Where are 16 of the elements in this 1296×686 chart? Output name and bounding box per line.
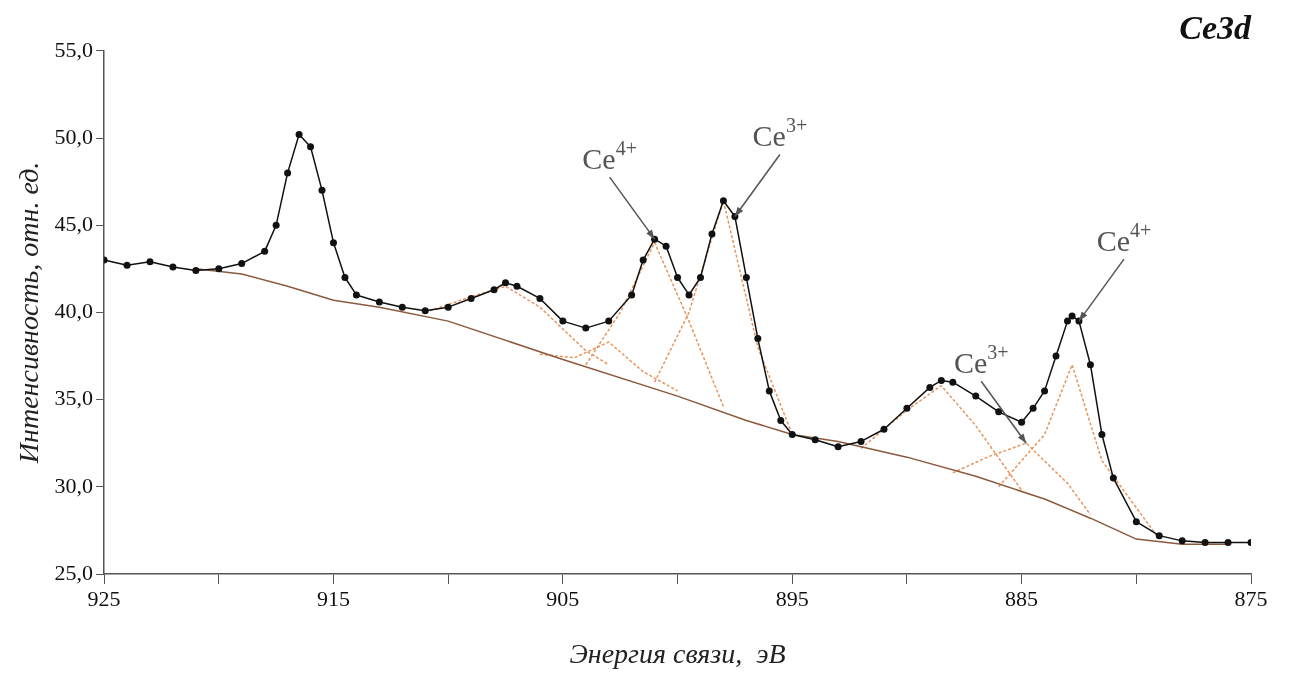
y-tick-label: 35,0 [54, 385, 94, 411]
y-tick-label: 55,0 [54, 36, 94, 62]
chart-title: Ce3d [1179, 9, 1252, 47]
y-tick-label: 30,0 [54, 472, 94, 498]
x-tick-label: 915 [316, 585, 350, 611]
y-tick-label: 50,0 [54, 123, 94, 149]
x-axis-title: Энергия связи, эВ [569, 637, 786, 669]
x-tick-label: 925 [87, 585, 121, 611]
y-axis-title: Интенсивность, отн. ед. [13, 161, 45, 465]
y-tick-label: 45,0 [54, 210, 94, 236]
x-tick-label: 895 [775, 585, 809, 611]
x-tick-label: 885 [1005, 585, 1039, 611]
y-tick-label: 40,0 [54, 298, 94, 324]
y-tick-label: 25,0 [54, 559, 94, 585]
x-tick-label: 905 [546, 585, 580, 611]
x-tick-label: 875 [1234, 585, 1268, 611]
